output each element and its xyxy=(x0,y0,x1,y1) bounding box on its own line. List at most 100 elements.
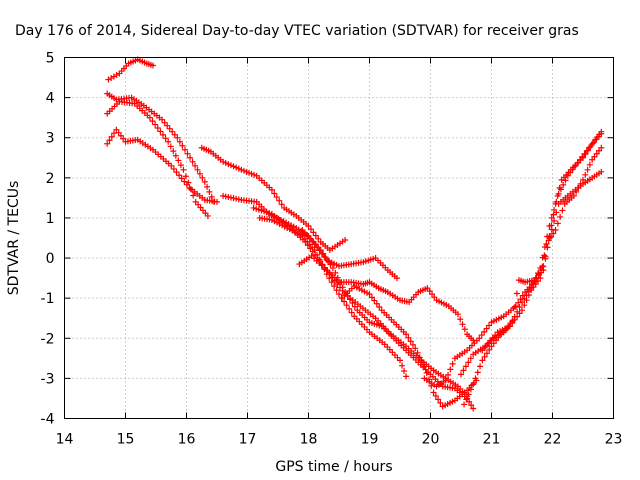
data-point xyxy=(584,166,591,173)
data-point xyxy=(500,329,507,336)
data-point xyxy=(170,165,177,172)
data-point xyxy=(573,188,580,195)
y-tick-label: -4 xyxy=(41,412,55,428)
data-point xyxy=(181,178,188,185)
data-point xyxy=(178,175,185,182)
plot-frame xyxy=(64,57,614,419)
x-tick-label: 21 xyxy=(483,432,501,448)
data-point xyxy=(159,131,166,138)
data-point xyxy=(509,317,516,324)
data-point xyxy=(545,237,552,244)
data-point xyxy=(521,295,528,302)
data-point xyxy=(505,323,512,330)
x-tick-label: 23 xyxy=(605,432,623,448)
data-point xyxy=(214,198,220,205)
data-point xyxy=(556,184,563,191)
data-point xyxy=(442,377,449,384)
data-point xyxy=(318,250,325,257)
data-point xyxy=(537,265,544,272)
data-point xyxy=(557,213,564,220)
data-point xyxy=(468,402,475,409)
data-point xyxy=(104,140,111,147)
data-point xyxy=(204,212,211,219)
data-point xyxy=(580,176,586,183)
grid-lines xyxy=(64,57,614,419)
data-point xyxy=(550,230,557,237)
data-point xyxy=(481,353,488,360)
data-point xyxy=(483,325,490,332)
data-point xyxy=(465,391,472,398)
data-point xyxy=(560,181,567,188)
data-point xyxy=(429,291,436,298)
data-point xyxy=(598,128,605,135)
data-point xyxy=(328,279,335,286)
data-point xyxy=(593,150,600,157)
data-point xyxy=(544,244,551,251)
data-point xyxy=(169,128,176,135)
y-tick-label: -2 xyxy=(41,331,55,347)
data-point xyxy=(310,229,317,236)
data-point xyxy=(463,396,470,403)
data-point xyxy=(331,283,338,290)
data-point xyxy=(447,366,454,373)
data-point xyxy=(376,303,383,310)
data-point xyxy=(502,326,509,333)
data-point xyxy=(552,226,559,233)
data-point xyxy=(271,190,278,197)
data-point xyxy=(204,183,211,190)
data-point xyxy=(312,232,319,239)
series-track-6 xyxy=(220,192,477,412)
data-point xyxy=(412,345,419,352)
data-point xyxy=(174,134,181,141)
data-point xyxy=(416,354,423,361)
data-point xyxy=(180,166,187,173)
series-track-13 xyxy=(458,144,605,378)
y-tick-label: 0 xyxy=(46,251,55,267)
data-point xyxy=(486,322,493,329)
data-point xyxy=(409,341,416,348)
data-point xyxy=(336,291,342,298)
data-point xyxy=(196,170,203,177)
data-point xyxy=(477,363,484,370)
data-point xyxy=(175,157,182,164)
data-point xyxy=(511,313,518,320)
data-point xyxy=(399,362,406,369)
data-point xyxy=(311,241,318,248)
series-track-8 xyxy=(256,214,410,380)
data-point xyxy=(525,288,532,295)
data-point xyxy=(171,131,178,138)
data-point xyxy=(465,359,472,366)
data-point xyxy=(461,326,468,333)
data-point xyxy=(261,208,268,215)
x-tick-label: 15 xyxy=(117,432,135,448)
data-point xyxy=(587,143,594,150)
data-point xyxy=(225,161,232,168)
data-point xyxy=(220,158,227,165)
data-point xyxy=(253,205,260,212)
data-point xyxy=(403,373,410,380)
series-track-15 xyxy=(479,128,605,354)
data-point xyxy=(548,222,555,229)
data-point xyxy=(268,186,275,193)
data-point xyxy=(575,184,582,191)
data-point xyxy=(194,166,201,173)
data-point xyxy=(543,241,550,248)
data-point xyxy=(535,278,542,285)
data-point xyxy=(552,200,559,207)
data-point xyxy=(273,194,280,201)
data-point xyxy=(528,285,535,292)
data-point xyxy=(519,299,525,306)
data-point xyxy=(343,302,350,309)
y-tick-label: 3 xyxy=(46,131,55,147)
data-point xyxy=(478,332,485,339)
data-point xyxy=(339,287,346,294)
data-point xyxy=(486,346,493,353)
data-point xyxy=(598,168,605,175)
data-point xyxy=(146,114,153,121)
data-point xyxy=(371,297,378,304)
data-series xyxy=(104,56,605,412)
data-point xyxy=(467,386,474,393)
data-point xyxy=(598,144,605,151)
data-point xyxy=(233,164,240,171)
data-point xyxy=(173,169,180,176)
